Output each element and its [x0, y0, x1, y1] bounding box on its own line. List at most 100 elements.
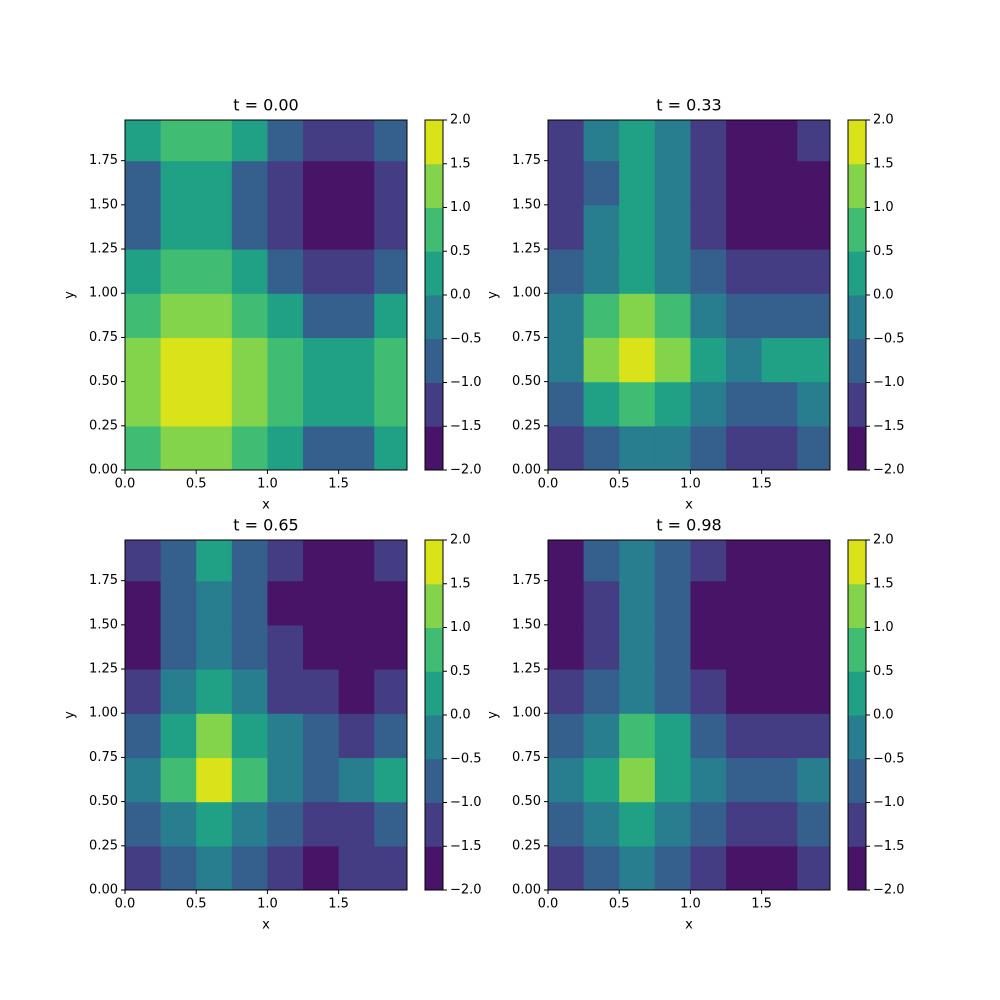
contour-cell	[761, 580, 798, 626]
contour-cell	[690, 757, 727, 803]
contour-cell	[267, 669, 304, 714]
panel-title: t = 0.65	[233, 516, 298, 535]
colorbar-tick-label: 0.5	[450, 244, 471, 259]
contour-cell	[654, 845, 692, 890]
contour-cell	[726, 580, 763, 626]
y-tick-label: 0.75	[89, 330, 118, 345]
contour-cell	[583, 540, 620, 582]
colorbar-tick-label: 0.5	[873, 244, 894, 259]
contour-cell	[690, 669, 727, 714]
contour-cell	[374, 669, 407, 714]
contour-cell	[726, 669, 763, 714]
contour-cell	[583, 337, 620, 383]
colorbar-band	[425, 338, 443, 383]
y-tick-label: 1.25	[89, 242, 118, 257]
y-axis-label: y	[486, 711, 501, 719]
contour-cell	[797, 757, 830, 803]
contour-cell	[726, 120, 763, 162]
contour-field	[125, 120, 407, 470]
contour-cell	[619, 120, 656, 162]
contour-cell	[125, 580, 162, 626]
contour-cell	[160, 120, 197, 162]
contour-cell	[160, 204, 197, 250]
colorbar-band	[425, 583, 443, 628]
contour-cell	[303, 204, 340, 250]
contour-cell	[125, 540, 162, 582]
colorbar-band	[848, 295, 866, 340]
contour-cell	[303, 293, 340, 339]
contour-cell	[231, 337, 269, 383]
colorbar-tick-label: 1.5	[873, 576, 894, 591]
y-tick-label: 1.75	[89, 573, 118, 588]
contour-cell	[303, 580, 340, 626]
contour-cell	[267, 713, 304, 759]
contour-cell	[160, 381, 197, 427]
contour-cell	[797, 624, 830, 670]
contour-cell	[338, 624, 375, 670]
contour-cell	[726, 624, 763, 670]
x-axis-label: x	[262, 498, 270, 513]
contour-cell	[654, 337, 692, 383]
contour-cell	[374, 713, 407, 759]
contour-cell	[196, 120, 233, 162]
contour-cell	[583, 120, 620, 162]
contour-cell	[583, 624, 620, 670]
colorbar-band	[425, 671, 443, 716]
contour-cell	[690, 337, 727, 383]
panel: 0.0 0.5 1.0 1.50.000.250.500.751.001.251.50…	[63, 96, 482, 513]
x-tick-label: 0.0	[115, 897, 136, 912]
colorbar-tick-label: −0.5	[450, 751, 482, 766]
contour-cell	[726, 160, 763, 206]
contour-cell	[548, 757, 585, 803]
contour-cell	[196, 425, 233, 470]
colorbar-band	[848, 251, 866, 296]
colorbar-tick-label: 1.5	[873, 156, 894, 171]
y-tick-label: 1.75	[512, 153, 541, 168]
contour-cell	[160, 293, 197, 339]
contour-cell	[374, 293, 407, 339]
contour-cell	[761, 425, 798, 470]
contour-cell	[761, 120, 798, 162]
contour-cell	[548, 713, 585, 759]
contour-cell	[619, 160, 656, 206]
contour-cell	[231, 540, 269, 582]
colorbar-band	[848, 671, 866, 716]
contour-cell	[374, 381, 407, 427]
contour-cell	[619, 204, 656, 250]
y-tick-label: 0.25	[512, 838, 541, 853]
contour-cell	[374, 580, 407, 626]
contour-cell	[374, 160, 407, 206]
y-tick-label: 1.25	[512, 662, 541, 677]
colorbar-band	[425, 251, 443, 296]
contour-cell	[374, 249, 407, 294]
colorbar-band	[848, 758, 866, 803]
panel: 0.0 0.5 1.0 1.50.000.250.500.751.001.251.50…	[63, 516, 482, 933]
y-tick-label: 1.00	[89, 286, 118, 301]
contour-cell	[125, 337, 162, 383]
contour-cell	[797, 337, 830, 383]
panel: 0.0 0.5 1.0 1.50.000.250.500.751.001.251.50…	[486, 516, 905, 933]
contour-cell	[761, 381, 798, 427]
contour-cell	[125, 801, 162, 847]
contour-cell	[231, 160, 269, 206]
contour-cell	[160, 669, 197, 714]
colorbar-tick-label: −0.5	[873, 331, 905, 346]
colorbar-tick-label: −1.5	[450, 419, 482, 434]
contour-cell	[726, 204, 763, 250]
contour-cell	[374, 425, 407, 470]
contour-cell	[303, 801, 340, 847]
contour-cell	[797, 425, 830, 470]
contour-cell	[761, 249, 798, 294]
contour-cell	[196, 580, 233, 626]
contour-cell	[583, 713, 620, 759]
colorbar-band	[848, 120, 866, 165]
contour-cell	[619, 381, 656, 427]
contour-cell	[125, 757, 162, 803]
colorbar-tick-label: 1.5	[450, 576, 471, 591]
contour-cell	[654, 160, 692, 206]
contour-cell	[548, 293, 585, 339]
contour-field	[548, 540, 830, 890]
x-tick-label: 1.5	[328, 477, 349, 492]
y-tick-label: 1.50	[512, 197, 541, 212]
contour-cell	[619, 624, 656, 670]
